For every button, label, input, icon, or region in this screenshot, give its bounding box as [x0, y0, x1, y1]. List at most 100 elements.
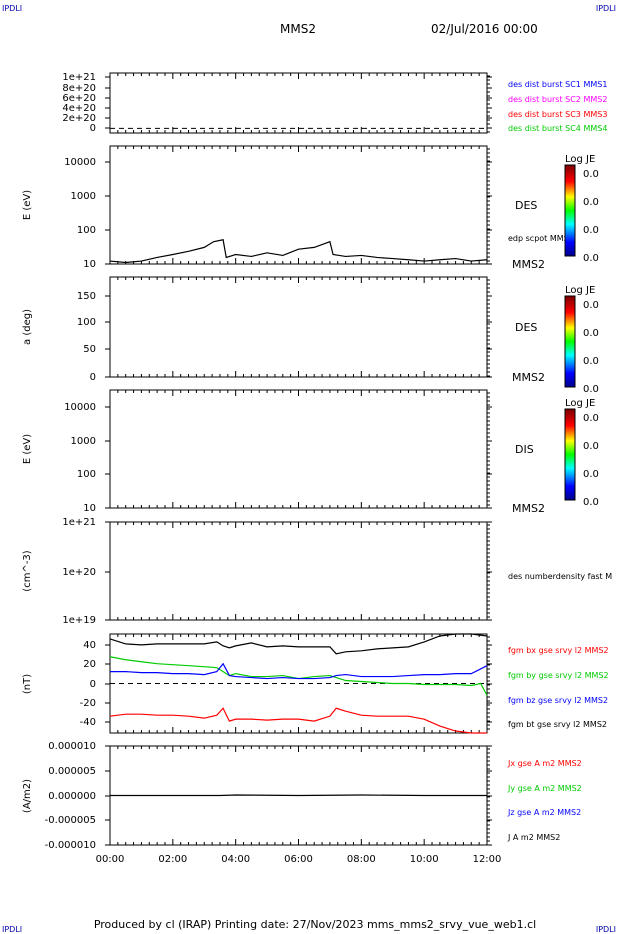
legend-entry: des dist burst SC1 MMS1: [508, 80, 607, 89]
y-tick-label: 0.000010: [48, 741, 96, 752]
y-tick-label: -40: [80, 717, 96, 728]
legend-entry: J A m2 MMS2: [507, 833, 560, 842]
corner-label-bottom-right: IPDLI: [595, 925, 616, 934]
x-tick-label: 00:00: [96, 854, 125, 865]
y-tick-label: 0: [90, 123, 96, 134]
series-line: [110, 662, 488, 680]
y-tick-label: 0: [90, 372, 96, 383]
corner-label-top-right: IPDLI: [595, 4, 616, 13]
spacecraft-label: MMS2: [512, 371, 545, 384]
footer-credit: Produced by cl (IRAP) Printing date: 27/…: [93, 918, 537, 931]
corner-label-bottom-left: IPDLI: [2, 925, 23, 934]
y-tick-label: 1e+21: [62, 517, 96, 528]
x-tick-label: 10:00: [410, 854, 439, 865]
y-tick-label: 10000: [64, 402, 96, 413]
series-line: [109, 239, 488, 264]
colorbar-tick-label: 0.0: [583, 497, 599, 508]
colorbar: [564, 164, 576, 257]
colorbar: [564, 408, 576, 501]
colorbar-title: Log JE: [565, 154, 595, 165]
y-axis-label: (nT): [22, 674, 33, 694]
y-tick-label: 10: [83, 503, 96, 514]
y-tick-label: -0.000005: [45, 815, 96, 826]
y-axis-label: a (deg): [22, 309, 33, 345]
y-tick-label: 6e+20: [62, 93, 96, 104]
y-tick-label: 1e+19: [62, 615, 96, 626]
colorbar-title: Log JE: [565, 285, 595, 296]
y-axis-label: E (eV): [22, 434, 33, 464]
legend-entry: fgm bx gse srvy l2 MMS2: [508, 646, 609, 655]
y-tick-label: 2e+20: [62, 113, 96, 124]
corner-label-top-left: IPDLI: [2, 4, 23, 13]
y-tick-label: 1e+21: [62, 72, 96, 83]
x-tick-label: 06:00: [284, 854, 313, 865]
series-label: edp scpot MMS2: [508, 234, 574, 243]
instrument-label: DES: [515, 321, 537, 334]
colorbar-tick-label: 0.0: [583, 253, 599, 264]
y-tick-label: 0.000005: [48, 766, 96, 777]
series-line: [109, 656, 488, 696]
y-axis-label: (A/m2): [22, 779, 33, 813]
y-tick-label: 4e+20: [62, 103, 96, 114]
y-tick-label: 20: [83, 659, 96, 670]
series-line: [109, 633, 488, 655]
colorbar-tick-label: 0.0: [583, 469, 599, 480]
y-tick-label: 150: [77, 291, 96, 302]
panel-frame: [109, 72, 488, 134]
spacecraft-label: MMS2: [512, 258, 545, 271]
legend-entry: fgm bz gse srvy l2 MMS2: [508, 696, 608, 705]
colorbar-tick-label: 0.0: [583, 328, 599, 339]
y-tick-label: 1e+20: [62, 567, 96, 578]
colorbar-tick-label: 0.0: [583, 356, 599, 367]
colorbar: [564, 295, 576, 388]
y-tick-label: 1000: [71, 191, 96, 202]
x-tick-label: 02:00: [158, 854, 187, 865]
colorbar-tick-label: 0.0: [583, 169, 599, 180]
y-tick-label: 100: [77, 469, 96, 480]
panel-frame: [109, 389, 488, 509]
spacecraft-label: MMS2: [512, 502, 545, 515]
colorbar-tick-label: 0.0: [583, 441, 599, 452]
colorbar-tick-label: 0.0: [583, 384, 599, 395]
y-tick-label: 0.000000: [48, 791, 96, 802]
instrument-label: DES: [515, 199, 537, 212]
y-tick-label: 0: [90, 679, 96, 690]
x-tick-label: 08:00: [347, 854, 376, 865]
x-tick-label: 12:00: [473, 854, 502, 865]
panel-frame: [109, 145, 488, 265]
legend-entry: Jx gse A m2 MMS2: [507, 759, 582, 768]
colorbar-title: Log JE: [565, 398, 595, 409]
y-tick-label: 50: [83, 344, 96, 355]
x-tick-label: 04:00: [221, 854, 250, 865]
y-tick-label: 1000: [71, 436, 96, 447]
y-tick-label: 10000: [64, 157, 96, 168]
panel-frame: [109, 276, 488, 378]
colorbar-tick-label: 0.0: [583, 225, 599, 236]
legend-entry: des numberdensity fast M: [508, 572, 612, 581]
legend-entry: fgm by gse srvy l2 MMS2: [508, 671, 609, 680]
y-tick-label: 10: [83, 259, 96, 270]
legend-entry: Jz gse A m2 MMS2: [507, 808, 581, 817]
y-tick-label: 100: [77, 317, 96, 328]
colorbar-tick-label: 0.0: [583, 300, 599, 311]
legend-entry: des dist burst SC2 MMS2: [508, 95, 607, 104]
y-tick-label: -20: [80, 698, 96, 709]
y-tick-label: 100: [77, 225, 96, 236]
legend-entry: Jy gse A m2 MMS2: [507, 784, 582, 793]
panel-frame: [109, 521, 488, 621]
y-tick-label: 8e+20: [62, 83, 96, 94]
colorbar-tick-label: 0.0: [583, 413, 599, 424]
y-axis-label: E (eV): [22, 190, 33, 220]
y-axis-label: (cm^-3): [22, 550, 33, 591]
y-tick-label: -0.000010: [45, 840, 96, 851]
colorbar-tick-label: 0.0: [583, 197, 599, 208]
series-line: [109, 707, 487, 734]
legend-entry: des dist burst SC3 MMS3: [508, 110, 607, 119]
instrument-label: DIS: [515, 443, 534, 456]
header-spacecraft: MMS2: [280, 22, 316, 36]
legend-entry: des dist burst SC4 MMS4: [508, 124, 607, 133]
y-tick-label: 40: [83, 640, 96, 651]
legend-entry: fgm bt gse srvy l2 MMS2: [508, 720, 607, 729]
header-datetime: 02/Jul/2016 00:00: [431, 22, 538, 36]
